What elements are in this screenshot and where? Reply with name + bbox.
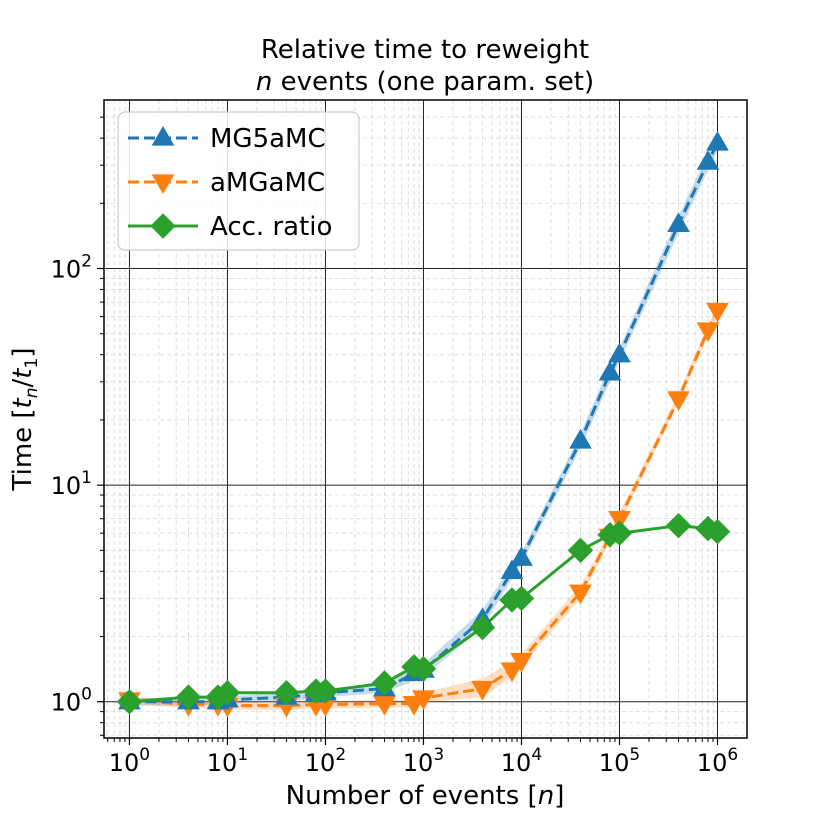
y-tick-label: 101 bbox=[51, 468, 92, 500]
y-tick-exponent: 2 bbox=[81, 252, 92, 272]
y-tick-base: 10 bbox=[51, 256, 82, 284]
data-point bbox=[412, 690, 435, 711]
data-point bbox=[569, 584, 592, 605]
legend-marker-2 bbox=[150, 213, 176, 239]
y-tick-label: 102 bbox=[51, 252, 92, 284]
x-tick-base: 10 bbox=[305, 749, 336, 777]
x-tick-base: 10 bbox=[599, 749, 630, 777]
x-tick-label: 101 bbox=[207, 745, 248, 777]
legend-marker-0 bbox=[151, 125, 175, 146]
x-tick-exponent: 0 bbox=[139, 745, 150, 765]
plot-frame bbox=[103, 99, 748, 739]
data-point bbox=[608, 342, 631, 363]
series-markers bbox=[116, 130, 731, 718]
x-axis-label: Number of events [n] bbox=[286, 781, 565, 811]
data-point bbox=[704, 518, 731, 545]
x-axis-label-main: Number of events [ bbox=[286, 781, 538, 811]
y-axis-label-t2: t bbox=[8, 368, 38, 379]
x-tick-base: 10 bbox=[697, 749, 728, 777]
error-band-1 bbox=[129, 304, 718, 710]
y-axis-label-slash: / bbox=[8, 378, 38, 387]
x-tick-label: 102 bbox=[305, 745, 346, 777]
data-point bbox=[706, 130, 729, 151]
y-tick-base: 10 bbox=[51, 472, 82, 500]
data-point bbox=[665, 512, 692, 539]
error-bands bbox=[129, 135, 718, 710]
legend-box bbox=[117, 111, 360, 251]
data-point bbox=[214, 680, 241, 706]
legend-label-0: MG5aMC bbox=[210, 124, 326, 154]
x-ticks: 100 101 102 103 104 105 106 bbox=[109, 738, 738, 777]
x-tick-base: 10 bbox=[207, 749, 238, 777]
data-point bbox=[500, 662, 524, 683]
data-point bbox=[510, 652, 533, 673]
data-point bbox=[510, 546, 533, 566]
data-point bbox=[500, 559, 524, 579]
x-tick-exponent: 4 bbox=[531, 745, 542, 765]
y-axis-label-main: Time [ bbox=[8, 408, 38, 491]
data-point bbox=[312, 678, 339, 704]
data-point bbox=[667, 391, 690, 411]
x-tick-exponent: 6 bbox=[727, 745, 738, 765]
x-tick-label: 105 bbox=[599, 745, 640, 777]
x-tick-label: 100 bbox=[109, 745, 150, 777]
y-axis-label-t: t bbox=[8, 397, 38, 408]
data-point bbox=[471, 680, 494, 701]
data-point bbox=[371, 670, 398, 696]
data-point bbox=[667, 212, 690, 232]
legend-label-1: aMGaMC bbox=[210, 168, 325, 198]
y-tick-exponent: 0 bbox=[81, 685, 92, 705]
y-axis-label: Time [tn/t1] bbox=[8, 348, 42, 492]
y-tick-label: 100 bbox=[51, 685, 92, 717]
data-point bbox=[696, 150, 720, 170]
x-tick-exponent: 3 bbox=[433, 745, 444, 765]
data-point bbox=[175, 684, 202, 710]
data-point bbox=[696, 322, 720, 343]
data-point bbox=[598, 360, 622, 381]
y-tick-base: 10 bbox=[51, 689, 82, 717]
x-tick-exponent: 1 bbox=[237, 745, 248, 765]
chart-title-line1: Relative time to reweight bbox=[261, 35, 589, 65]
data-point bbox=[116, 689, 143, 715]
x-tick-label: 106 bbox=[697, 745, 738, 777]
data-point bbox=[373, 695, 396, 716]
chart-title-line2: n events (one param. set) bbox=[256, 67, 594, 97]
y-axis-label-sub-n: n bbox=[22, 387, 42, 398]
data-point bbox=[410, 656, 437, 682]
data-point bbox=[469, 614, 496, 641]
legend: MG5aMC aMGaMC Acc. ratio bbox=[117, 111, 360, 251]
legend-label-2: Acc. ratio bbox=[210, 212, 332, 242]
y-axis-label-end: ] bbox=[8, 348, 38, 358]
data-point bbox=[567, 537, 594, 564]
x-tick-base: 10 bbox=[501, 749, 532, 777]
x-tick-exponent: 5 bbox=[629, 745, 640, 765]
y-axis-label-sub-1: 1 bbox=[22, 358, 42, 369]
x-tick-base: 10 bbox=[403, 749, 434, 777]
legend-marker-1 bbox=[151, 174, 175, 195]
data-point bbox=[508, 585, 535, 612]
chart-title-rest: events (one param. set) bbox=[272, 67, 594, 97]
data-point bbox=[569, 428, 592, 449]
x-tick-exponent: 2 bbox=[335, 745, 346, 765]
data-point bbox=[273, 680, 300, 706]
x-tick-label: 103 bbox=[403, 745, 444, 777]
data-point bbox=[706, 302, 729, 323]
x-axis-label-var: n bbox=[538, 781, 554, 811]
x-tick-label: 104 bbox=[501, 745, 542, 777]
chart-title-var: n bbox=[256, 67, 272, 97]
data-point bbox=[606, 520, 633, 546]
y-tick-exponent: 1 bbox=[81, 468, 92, 488]
x-tick-base: 10 bbox=[109, 749, 140, 777]
x-axis-label-end: ] bbox=[554, 781, 564, 811]
